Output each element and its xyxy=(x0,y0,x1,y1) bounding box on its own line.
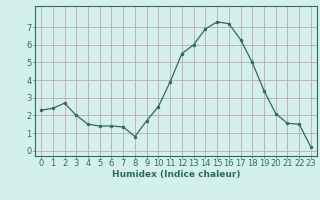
X-axis label: Humidex (Indice chaleur): Humidex (Indice chaleur) xyxy=(112,170,240,179)
